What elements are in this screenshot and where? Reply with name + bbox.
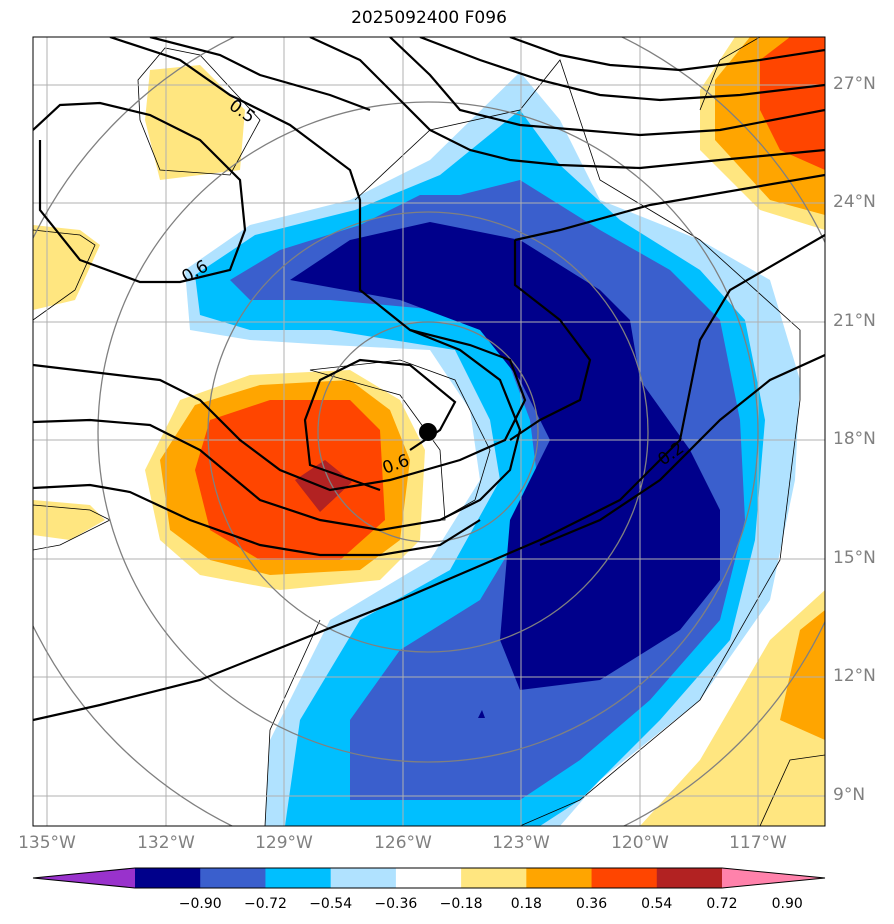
fill-navy-speck [478, 710, 485, 718]
contour-lines [33, 37, 825, 722]
colorbar-segment [395, 868, 462, 888]
lon-label-135w: 135°W [18, 833, 76, 853]
colorbar-segment [591, 868, 658, 888]
map-plot: 0.5 0.6 0.6 0.2 [32, 36, 826, 827]
lon-label-117w: 117°W [729, 833, 787, 853]
lat-label-9n: 9°N [833, 785, 866, 805]
lon-label-123w: 123°W [492, 833, 550, 853]
lon-label-132w: 132°W [137, 833, 195, 853]
colorbar-tick-label: 0.72 [706, 896, 738, 912]
colorbar-segment [526, 868, 593, 888]
storm-center-marker [419, 423, 437, 441]
lon-label-129w: 129°W [255, 833, 313, 853]
fill-red-ne [760, 37, 825, 170]
lat-label-27n: 27°N [833, 74, 876, 94]
colorbar-tick-label: −0.72 [243, 896, 287, 912]
colorbar-tick-label: 0.18 [510, 896, 542, 912]
colorbar-tick-label: −0.36 [374, 896, 418, 912]
colorbar-segment [200, 868, 266, 888]
colorbar-segment [265, 868, 332, 888]
colorbar-tick-label: −0.54 [309, 896, 353, 912]
colorbar-extend-high [722, 868, 825, 888]
lat-label-21n: 21°N [833, 311, 876, 331]
colorbar-tick-label: −0.18 [439, 896, 483, 912]
fill-navy-band [290, 222, 720, 690]
fill-yellow-se [640, 590, 825, 826]
map-title: 2025092400 F096 [351, 8, 507, 28]
colorbar-segment [135, 868, 201, 888]
colorbar-tick-label: 0.90 [771, 896, 803, 912]
lat-label-18n: 18°N [833, 429, 876, 449]
colorbar-tick-label: 0.54 [641, 896, 673, 912]
colorbar-tick-label: −0.90 [178, 896, 222, 912]
fill-yellow-west [33, 225, 100, 310]
fill-darkred-core [295, 460, 352, 512]
range-rings [33, 37, 825, 826]
colorbar-segment [330, 868, 397, 888]
lat-label-15n: 15°N [833, 548, 876, 568]
lon-label-126w: 126°W [374, 833, 432, 853]
colorbar-tick-label: 0.36 [575, 896, 608, 912]
lat-label-24n: 24°N [833, 192, 876, 212]
lat-label-12n: 12°N [833, 666, 876, 686]
colorbar-segment [656, 868, 723, 888]
fill-yellow-nw [145, 65, 245, 180]
colorbar-extend-low [33, 868, 135, 888]
colorbar [32, 867, 826, 889]
lon-label-120w: 120°W [611, 833, 669, 853]
colorbar-segment [461, 868, 527, 888]
